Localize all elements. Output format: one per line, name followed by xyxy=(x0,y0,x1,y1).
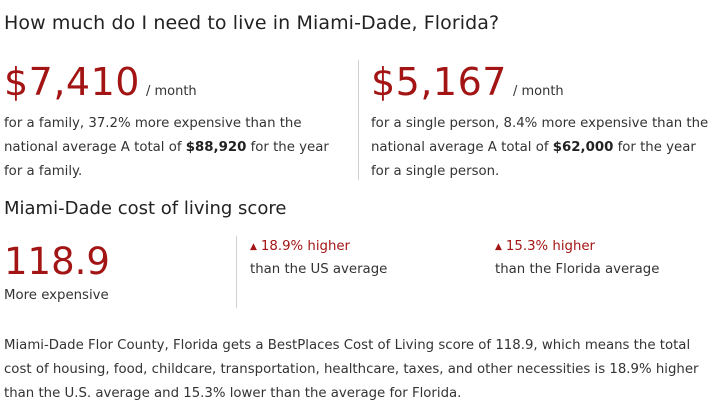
cost-of-living-score: 118.9 xyxy=(4,240,110,283)
family-annual-total: $88,920 xyxy=(185,140,247,155)
single-cost-card: $5,167 / month for a single person, 8.4%… xyxy=(371,60,716,184)
florida-comparison-pct-row: ▲ 15.3% higher xyxy=(495,239,659,254)
family-desc-text: for a family, 37.2% more expensive than … xyxy=(4,116,302,155)
score-heading: Miami-Dade cost of living score xyxy=(4,198,287,219)
family-per-month-label: / month xyxy=(145,84,197,99)
single-description: for a single person, 8.4% more expensive… xyxy=(371,112,716,184)
single-monthly-amount: $5,167 xyxy=(371,60,507,104)
us-comparison: ▲ 18.9% higher than the US average xyxy=(250,239,387,277)
family-monthly-amount: $7,410 xyxy=(4,60,140,104)
family-cost-card: $7,410 / month for a family, 37.2% more … xyxy=(4,60,349,184)
score-divider xyxy=(236,236,237,308)
page-heading: How much do I need to live in Miami-Dade… xyxy=(4,12,500,34)
score-label: More expensive xyxy=(4,288,109,303)
family-description: for a family, 37.2% more expensive than … xyxy=(4,112,349,184)
single-annual-total: $62,000 xyxy=(552,140,614,155)
cost-divider xyxy=(358,60,359,180)
score-explanation: Miami-Dade Flor County, Florida gets a B… xyxy=(4,338,699,401)
single-desc-suffix: for the year for a single person. xyxy=(371,140,696,179)
single-desc-text: for a single person, 8.4% more expensive… xyxy=(371,116,709,155)
us-comparison-label: than the US average xyxy=(250,262,388,277)
score-block: 118.9 More expensive xyxy=(4,238,224,303)
family-amount-row: $7,410 / month xyxy=(4,60,349,110)
single-per-month-label: / month xyxy=(512,84,564,99)
florida-comparison-pct: 15.3% higher xyxy=(505,239,596,254)
single-amount-row: $5,167 / month xyxy=(371,60,716,110)
caret-up-icon: ▲ xyxy=(250,241,257,252)
florida-comparison: ▲ 15.3% higher than the Florida average xyxy=(495,239,659,277)
family-desc-suffix: for the year for a family. xyxy=(4,140,329,179)
us-comparison-pct: 18.9% higher xyxy=(260,239,351,254)
caret-up-icon: ▲ xyxy=(495,241,502,252)
us-comparison-pct-row: ▲ 18.9% higher xyxy=(250,239,387,254)
florida-comparison-label: than the Florida average xyxy=(495,262,660,277)
